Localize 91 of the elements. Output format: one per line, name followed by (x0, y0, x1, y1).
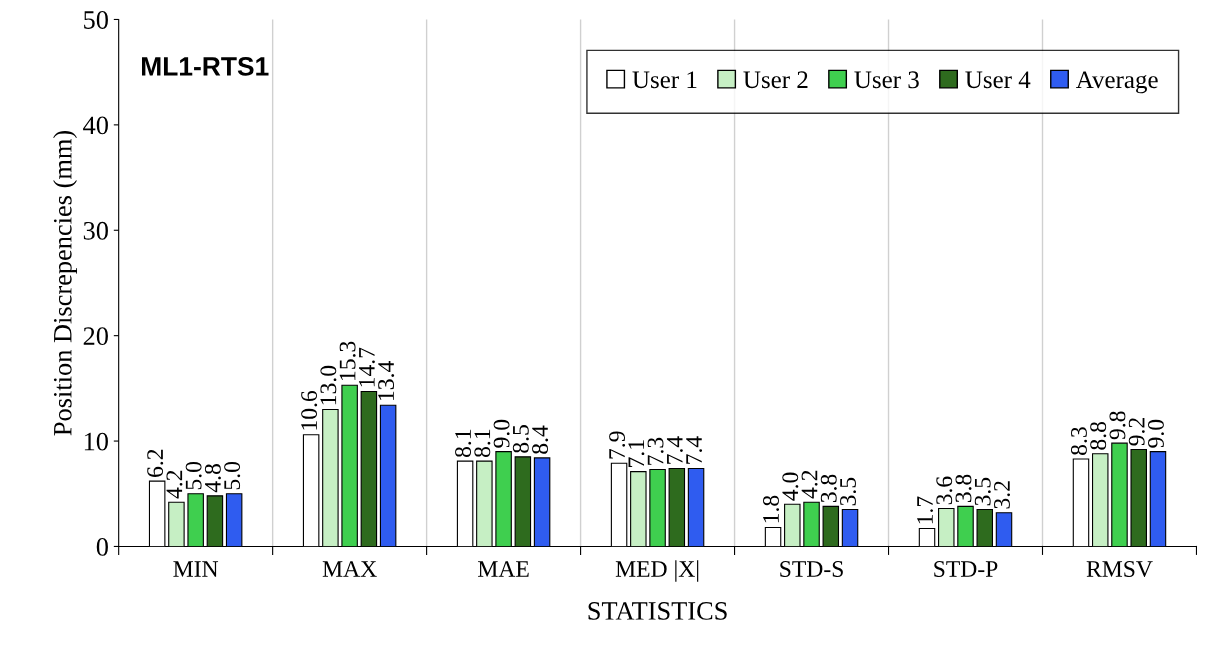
bar (995, 512, 1013, 547)
bar (476, 460, 493, 547)
y-tick-label: 40 (83, 116, 108, 135)
data-label: 13.4 (378, 361, 395, 400)
x-tick-label: MAX (322, 561, 377, 577)
data-label: 5.0 (224, 461, 241, 490)
bar (1149, 451, 1167, 547)
bar (1111, 442, 1128, 547)
x-tick-label: MAE (478, 561, 529, 577)
bar (360, 390, 378, 547)
y-tick-label: 10 (84, 432, 108, 451)
bar (649, 468, 666, 547)
x-tick-label: MED |X| (615, 560, 699, 582)
data-label: 3.5 (974, 477, 991, 506)
x-tick-label: RMSV (1086, 561, 1153, 578)
bar (976, 509, 994, 547)
bar (822, 505, 840, 547)
data-label: 1.8 (763, 495, 780, 523)
legend-label: User 1 (632, 71, 697, 89)
data-label: 3.6 (936, 476, 953, 505)
data-label: 3.5 (840, 477, 857, 506)
bar (1130, 448, 1147, 547)
bar (764, 526, 782, 547)
x-axis-title: STATISTICS (588, 602, 727, 620)
bar (341, 384, 358, 547)
legend-label: Average (1076, 71, 1158, 94)
data-label: 9.2 (1128, 418, 1145, 446)
data-label: 7.4 (686, 436, 703, 464)
data-label: 8.3 (1070, 427, 1087, 455)
data-label: 4.0 (782, 472, 799, 501)
data-label: 7.9 (609, 431, 626, 459)
data-label: 13.0 (320, 365, 337, 405)
y-tick-label: 0 (96, 538, 108, 556)
bar (803, 501, 820, 547)
data-label: 8.8 (1090, 421, 1107, 450)
bar (610, 462, 628, 547)
bar (514, 456, 532, 547)
text: ML1-RTS1 (142, 57, 269, 76)
data-label: 3.8 (955, 474, 972, 503)
bar (225, 493, 243, 547)
y-tick-label: 20 (83, 327, 108, 346)
data-label: 14.7 (358, 347, 375, 387)
data-label: 3.8 (820, 474, 837, 503)
bar (630, 471, 647, 547)
data-label: 9.0 (493, 419, 510, 448)
bar (322, 408, 339, 547)
data-label: 4.2 (801, 470, 818, 499)
data-label: 7.1 (628, 440, 645, 467)
data-label: 7.4 (666, 436, 683, 464)
y-tick-label: 50 (84, 11, 108, 29)
x-tick-label: STD-S (780, 561, 843, 577)
bar (148, 480, 166, 547)
data-label: 5.0 (185, 461, 202, 490)
data-label: 7.3 (647, 437, 664, 465)
bar (957, 505, 974, 547)
data-label: 8.1 (474, 429, 491, 458)
legend-label: User 3 (854, 71, 919, 89)
bar (495, 451, 512, 547)
legend-label: User 4 (965, 71, 1031, 89)
bar (206, 495, 224, 547)
data-label: 15.3 (339, 341, 356, 380)
bar (456, 460, 474, 547)
bar (187, 493, 204, 547)
x-tick-label: STD-P (934, 561, 998, 577)
bar (938, 507, 955, 547)
data-label: 4.2 (166, 470, 183, 499)
bar (1072, 458, 1090, 547)
y-tick-label: 30 (83, 221, 108, 240)
bar (379, 404, 397, 547)
x-tick-label: MIN (173, 561, 219, 577)
bar (168, 501, 185, 547)
bar (687, 467, 705, 547)
bar (918, 527, 936, 547)
data-label: 10.6 (301, 390, 318, 430)
bar (1091, 453, 1109, 547)
data-label: 8.5 (512, 425, 529, 453)
bar (533, 457, 551, 547)
data-label: 9.0 (1147, 419, 1164, 448)
data-label: 4.8 (204, 464, 221, 493)
data-label: 3.2 (994, 481, 1011, 509)
data-label: 8.1 (455, 429, 472, 458)
bar (784, 503, 801, 547)
data-label: 9.8 (1109, 411, 1126, 440)
y-axis-title: Position Discrepencies (mm) (53, 130, 78, 436)
data-label: 1.7 (917, 496, 934, 524)
bar (841, 509, 859, 547)
data-label: 6.2 (147, 449, 164, 477)
legend-label: User 2 (743, 71, 808, 89)
bar (668, 467, 686, 547)
bar (302, 434, 320, 547)
data-label: 8.4 (532, 425, 549, 454)
